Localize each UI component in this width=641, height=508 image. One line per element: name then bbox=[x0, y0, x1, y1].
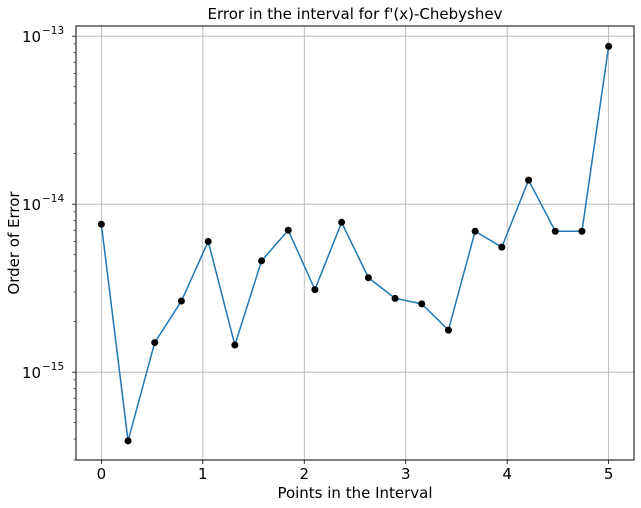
x-tick-label: 2 bbox=[299, 465, 309, 483]
data-point bbox=[258, 257, 266, 265]
data-point bbox=[498, 243, 506, 251]
x-tick-label: 5 bbox=[604, 465, 614, 483]
y-tick-label: 10 bbox=[22, 364, 41, 382]
series-line bbox=[100, 46, 610, 442]
y-tick-label-exponent: −14 bbox=[42, 193, 64, 205]
data-point bbox=[364, 274, 372, 282]
data-point bbox=[471, 227, 479, 235]
data-point bbox=[151, 339, 159, 347]
x-tick-label: 1 bbox=[198, 465, 208, 483]
y-tick-label-exponent: −15 bbox=[42, 361, 64, 373]
data-point bbox=[444, 326, 452, 334]
grid bbox=[76, 26, 634, 460]
data-point bbox=[605, 42, 613, 50]
axes-frame bbox=[75, 25, 635, 461]
y-axis-label: Order of Error bbox=[5, 191, 23, 295]
data-point bbox=[338, 218, 346, 226]
data-point bbox=[391, 294, 399, 302]
data-point bbox=[418, 300, 426, 308]
data-point bbox=[177, 297, 185, 305]
data-point bbox=[231, 341, 239, 349]
data-point bbox=[124, 437, 132, 445]
x-axis-label: Points in the Interval bbox=[277, 484, 432, 502]
data-point bbox=[525, 176, 533, 184]
data-point bbox=[204, 237, 212, 245]
x-tick-label: 0 bbox=[97, 465, 107, 483]
data-point bbox=[97, 220, 105, 228]
chart-title: Error in the interval for f'(x)-Chebyshe… bbox=[208, 5, 503, 23]
x-tick-label: 3 bbox=[401, 465, 411, 483]
data-point bbox=[578, 227, 586, 235]
x-tick-label: 4 bbox=[502, 465, 512, 483]
plot-area bbox=[97, 42, 613, 445]
data-point bbox=[551, 227, 559, 235]
y-tick-label: 10 bbox=[22, 196, 41, 214]
data-point bbox=[311, 286, 319, 294]
data-point bbox=[284, 226, 292, 234]
y-tick-label-exponent: −13 bbox=[42, 25, 64, 37]
y-tick-label: 10 bbox=[22, 28, 41, 46]
